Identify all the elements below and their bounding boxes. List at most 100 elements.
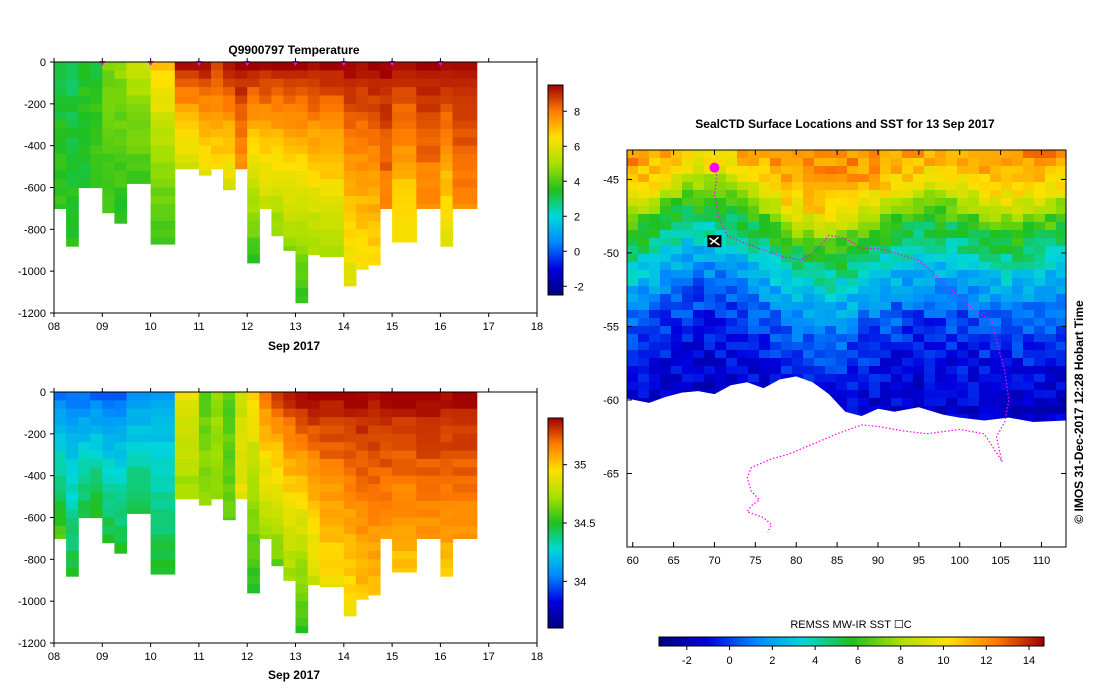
section-cell — [247, 417, 260, 427]
sst-cell — [792, 302, 804, 311]
section-cell — [271, 221, 285, 230]
x-tick-label: 18 — [531, 321, 543, 333]
sst-cell — [671, 174, 683, 183]
section-cell — [114, 204, 128, 214]
section-cell — [54, 103, 67, 113]
sst-cell — [704, 366, 716, 375]
section-cell — [416, 62, 442, 71]
section-cell — [150, 87, 176, 97]
sst-cell — [1012, 246, 1024, 255]
section-cell — [235, 425, 248, 435]
sst-cell — [825, 254, 837, 263]
sst-cell — [1045, 158, 1057, 167]
sst-cell — [825, 158, 837, 167]
sst-cell — [847, 278, 859, 287]
section-cell — [380, 417, 393, 427]
sst-cell — [1045, 286, 1057, 295]
sst-cell — [913, 286, 925, 295]
section-cell — [174, 433, 200, 443]
section-cell — [283, 128, 297, 138]
sst-cell — [792, 182, 804, 191]
section-cell — [319, 145, 345, 155]
section-cell — [271, 433, 285, 443]
sst-cell — [1012, 214, 1024, 223]
sst-cell — [913, 302, 925, 311]
sst-cell — [935, 334, 947, 343]
sst-cell — [671, 350, 683, 359]
section-cell — [78, 170, 91, 180]
sst-cell — [682, 350, 694, 359]
sst-cell — [649, 374, 661, 383]
section-cell — [78, 475, 91, 485]
sst-cell — [847, 286, 859, 295]
section-cell — [319, 425, 345, 435]
sst-cell — [957, 294, 969, 303]
sst-cell — [693, 230, 705, 239]
section-cell — [114, 137, 128, 147]
section-cell — [343, 204, 357, 214]
sst-cell — [957, 358, 969, 367]
sst-cell — [781, 238, 793, 247]
section-cell — [126, 458, 152, 468]
sst-cell — [858, 222, 870, 231]
sst-cell — [803, 342, 815, 351]
sst-cell — [781, 302, 793, 311]
colorbar-tick-label: 4 — [574, 176, 580, 188]
section-cell — [367, 103, 381, 113]
section-cell — [211, 78, 224, 88]
section-cell — [367, 162, 381, 172]
section-cell — [440, 475, 454, 485]
sst-cell — [1001, 254, 1013, 263]
sst-cell — [935, 246, 947, 255]
sst-cell — [704, 374, 716, 383]
sst-cell — [726, 350, 738, 359]
section-cell — [416, 492, 442, 502]
section-cell — [102, 87, 115, 97]
section-cell — [235, 95, 248, 105]
salinity-cells — [54, 392, 478, 634]
section-cell — [223, 517, 236, 521]
section-cell — [223, 120, 236, 130]
sst-cell — [1034, 214, 1046, 223]
section-cell — [319, 246, 345, 256]
section-cell — [367, 542, 381, 552]
section-cell — [295, 534, 309, 544]
sst-cell — [814, 158, 826, 167]
map-x-tick-label: 110 — [1033, 555, 1051, 567]
sst-cell — [671, 334, 683, 343]
sst-cell — [935, 166, 947, 175]
section-cell — [392, 62, 417, 71]
section-cell — [295, 592, 309, 602]
section-cell — [271, 112, 285, 122]
section-cell — [54, 408, 67, 418]
section-cell — [367, 592, 381, 596]
section-cell — [102, 442, 115, 452]
sst-cell — [671, 238, 683, 247]
sst-cell — [880, 318, 892, 327]
section-cell — [259, 467, 272, 477]
sst-cell — [935, 254, 947, 263]
section-cell — [90, 137, 103, 147]
section-cell — [198, 70, 212, 80]
sst-cell — [693, 310, 705, 319]
colorbar-tick-label: 0 — [574, 246, 580, 258]
y-tick-label: -600 — [24, 183, 46, 195]
sst-cell — [957, 278, 969, 287]
section-cell — [235, 475, 248, 485]
section-cell — [54, 112, 67, 122]
section-cell — [307, 195, 321, 205]
section-cell — [78, 137, 91, 147]
sst-cell — [660, 214, 672, 223]
sst-cell — [682, 294, 694, 303]
section-cell — [452, 509, 478, 519]
section-cell — [283, 525, 297, 535]
section-cell — [66, 128, 79, 138]
sst-cell — [946, 310, 958, 319]
section-cell — [380, 145, 393, 155]
sst-cell — [990, 262, 1002, 271]
sst-cell — [737, 334, 749, 343]
section-cell — [54, 145, 67, 155]
sst-cell — [924, 246, 936, 255]
section-cell — [211, 62, 224, 71]
sst-cell — [902, 286, 914, 295]
